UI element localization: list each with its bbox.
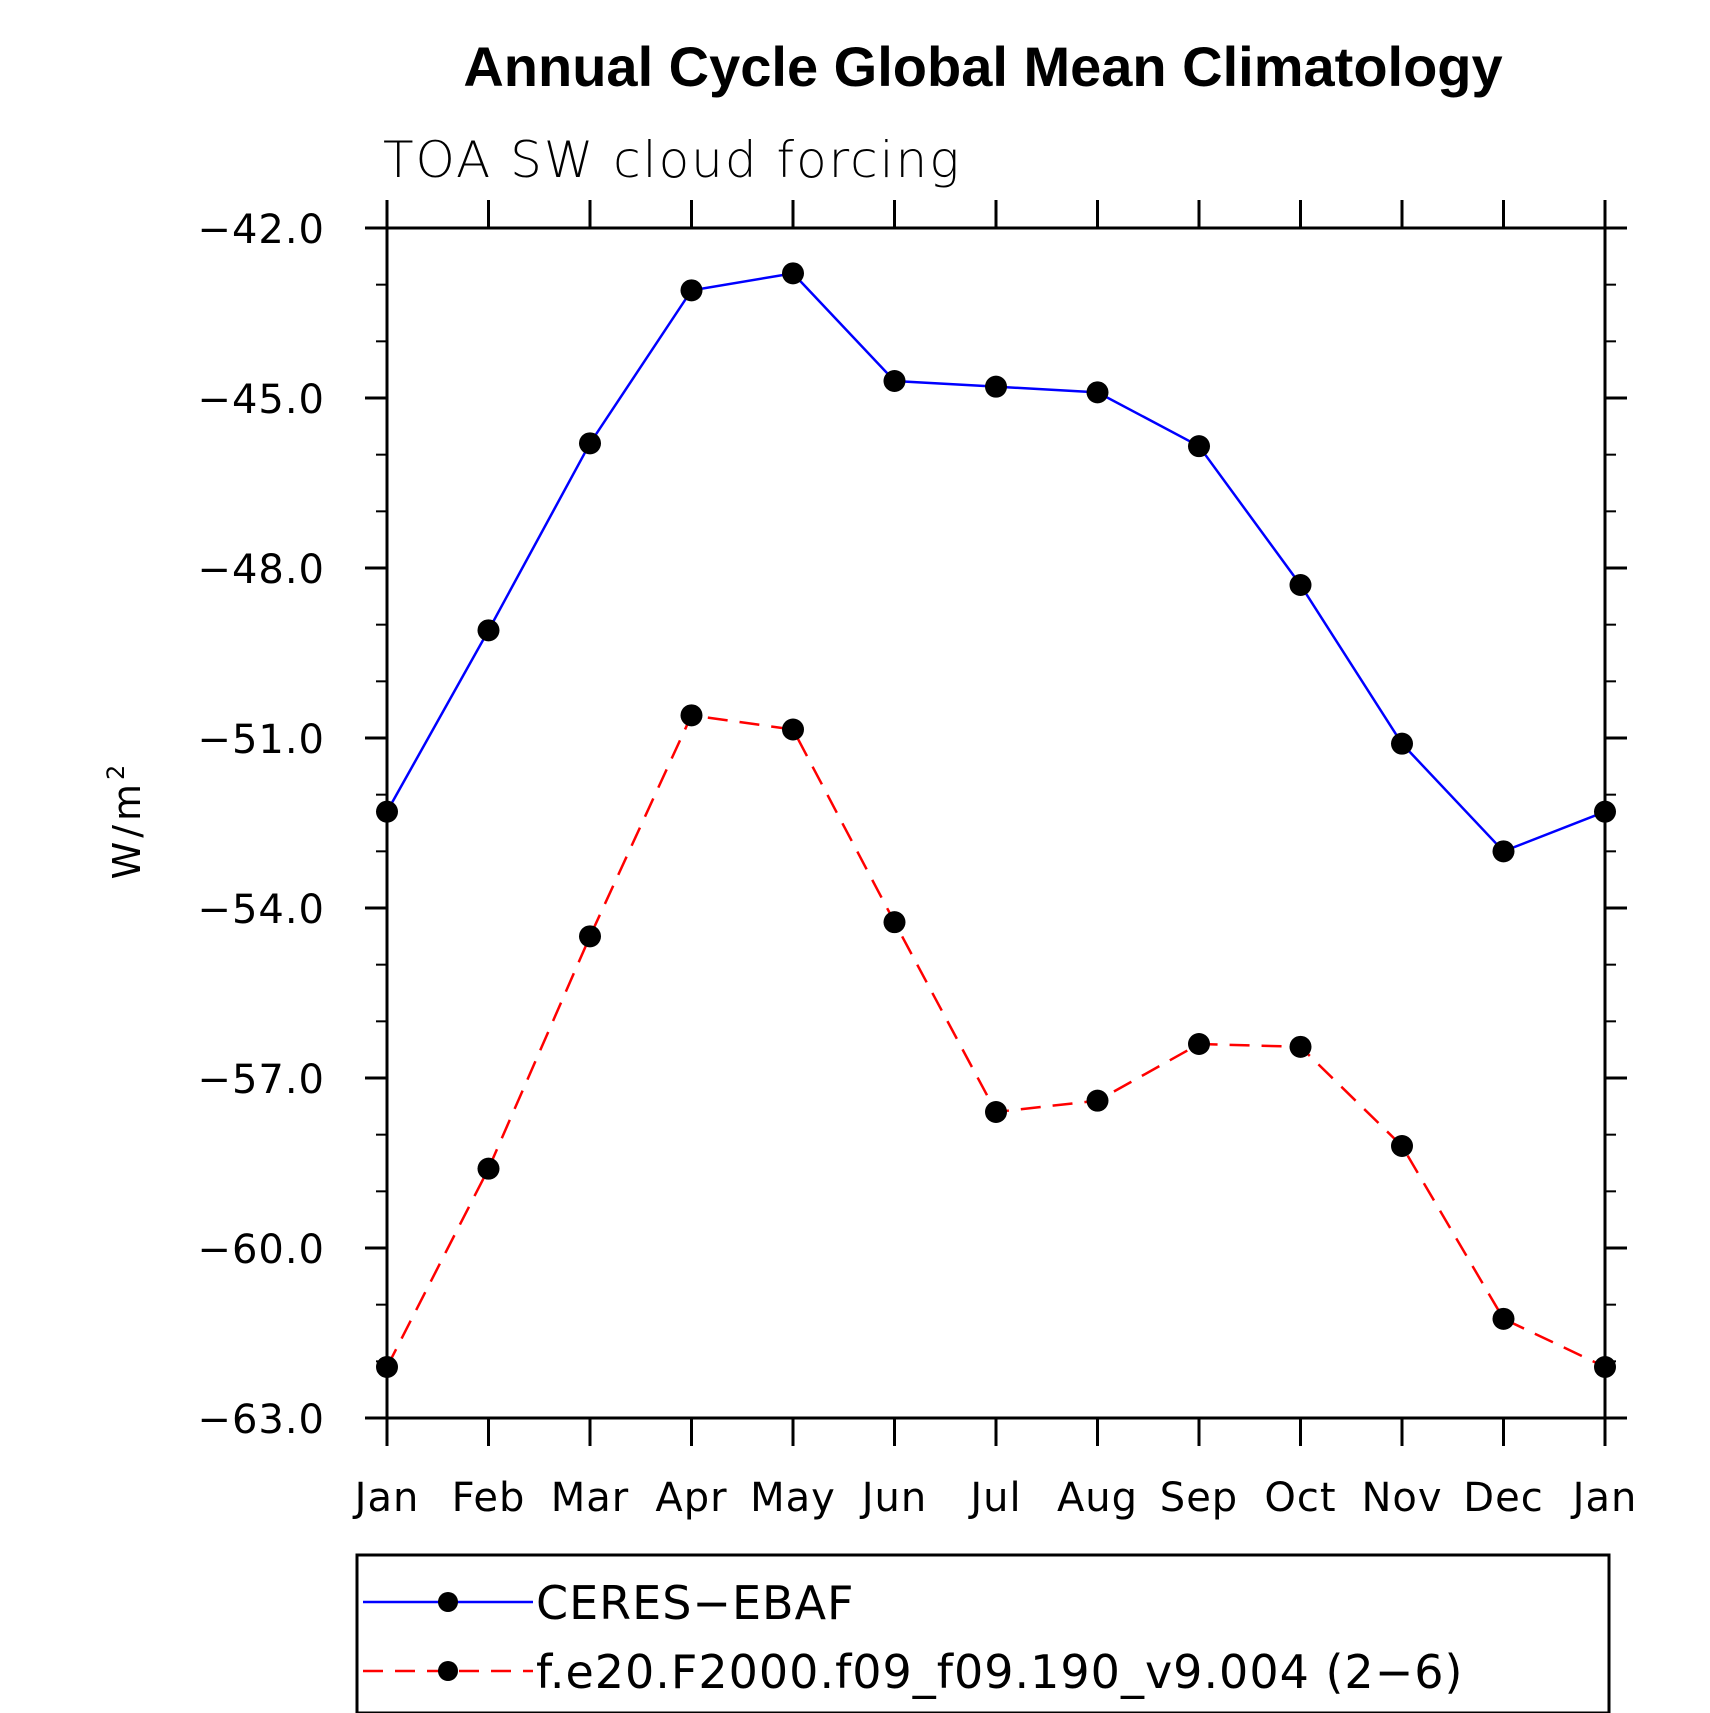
x-tick-label: Feb [452, 1475, 526, 1521]
legend-marker-ceres [438, 1592, 458, 1612]
x-tick-label: Nov [1361, 1475, 1442, 1521]
series-point [1188, 1033, 1210, 1055]
x-tick-label: Mar [551, 1475, 629, 1521]
chart-subtitle: TOA SW cloud forcing [383, 131, 961, 189]
svg-text:W/m2: W/m2 [102, 761, 149, 880]
series-point [1086, 1089, 1109, 1112]
series-point [579, 432, 601, 455]
series-point [1492, 1307, 1515, 1330]
y-axis: −42.0 −45.0 −48.0 −51.0 −54.0 −57.0 −60.0 −63.0 [197, 207, 1627, 1443]
plot-area-border [385, 226, 1607, 1420]
x-axis: Jan Feb Mar Apr May Jun Jul Aug Sep Oct Nov Dec Jan [352, 200, 1638, 1521]
series-point [782, 718, 804, 741]
series-point [883, 370, 906, 392]
x-tick-label: Jan [352, 1475, 420, 1521]
series-point [477, 619, 500, 642]
y-tick-label: −60.0 [197, 1227, 325, 1273]
x-tick-label: Jun [859, 1475, 928, 1521]
x-tick-label: Aug [1057, 1475, 1138, 1521]
x-tick-label: May [750, 1475, 836, 1521]
series-point [477, 1157, 500, 1180]
series-point [883, 911, 906, 934]
x-tick-label: Jul [967, 1475, 1021, 1521]
series-layer [376, 262, 1616, 1378]
legend: CERES−EBAF f.e20.F2000.f09_f09.190_v9.00… [355, 1553, 1611, 1713]
series-point [579, 925, 601, 948]
series-point [1086, 381, 1109, 404]
legend-marker-model [438, 1661, 458, 1681]
y-tick-label: −42.0 [197, 207, 325, 253]
y-axis-label-text: W/m [105, 780, 149, 879]
series-point [1594, 1356, 1616, 1378]
series-point [376, 800, 398, 823]
series-1 [376, 704, 1616, 1378]
x-tick-label: Dec [1463, 1475, 1543, 1521]
x-tick-label: Sep [1160, 1475, 1238, 1521]
x-tick-label: Jan [1570, 1475, 1638, 1521]
chart-title: Annual Cycle Global Mean Climatology [463, 35, 1502, 98]
y-tick-label: −45.0 [197, 377, 325, 423]
plot-frame [385, 226, 1607, 1420]
series-point [376, 1356, 398, 1378]
series-point [782, 262, 804, 285]
series-point [1391, 732, 1413, 755]
series-point [1594, 800, 1616, 823]
legend-box [355, 1553, 1611, 1713]
y-axis-label: W/m2 [102, 761, 149, 880]
y-tick-label: −63.0 [197, 1397, 325, 1443]
legend-label-ceres: CERES−EBAF [536, 1576, 855, 1630]
x-tick-label: Oct [1264, 1475, 1336, 1521]
series-0 [376, 262, 1616, 863]
y-tick-label: −54.0 [197, 887, 325, 933]
series-point [680, 279, 703, 302]
series-line [385, 713, 1606, 1369]
y-tick-label: −51.0 [197, 717, 325, 763]
y-axis-label-superscript: 2 [102, 761, 130, 780]
y-tick-label: −57.0 [197, 1057, 325, 1103]
series-point [985, 375, 1007, 398]
series-point [985, 1101, 1007, 1123]
y-tick-label: −48.0 [197, 547, 325, 593]
series-point [680, 704, 703, 727]
legend-label-model: f.e20.F2000.f09_f09.190_v9.004 (2−6) [536, 1645, 1463, 1699]
series-point [1289, 1035, 1312, 1058]
x-tick-label: Apr [655, 1475, 727, 1521]
series-point [1289, 574, 1312, 596]
series-line [385, 271, 1606, 853]
series-point [1492, 840, 1515, 863]
series-point [1391, 1135, 1413, 1157]
series-point [1188, 435, 1210, 458]
